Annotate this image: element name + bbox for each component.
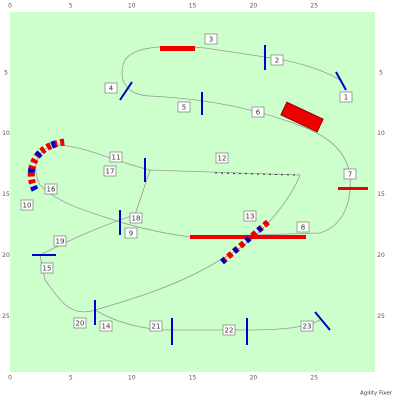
obstacle-label: 22 xyxy=(225,327,234,335)
footer: Agility Fixer xyxy=(360,391,393,397)
label-box xyxy=(53,235,67,247)
ruler-left-label: 15 xyxy=(2,191,10,198)
ruler-top-label: 15 xyxy=(189,3,197,10)
label-box xyxy=(339,91,353,103)
label-box xyxy=(215,152,229,164)
obstacle-label: 3 xyxy=(209,36,213,44)
label-box xyxy=(270,54,284,66)
ruler-bottom-label: 20 xyxy=(250,375,258,382)
ruler-top-label: 10 xyxy=(128,3,136,10)
jump xyxy=(335,71,347,91)
ruler-left-label: 5 xyxy=(4,69,8,76)
ruler-right-label: 15 xyxy=(377,191,385,198)
label-box xyxy=(251,106,265,118)
tunnel xyxy=(280,101,324,133)
obstacle-label: 20 xyxy=(76,320,85,328)
curved-tunnel xyxy=(27,138,66,192)
label-box xyxy=(149,320,163,332)
obstacle-label: 12 xyxy=(218,155,227,163)
label-box xyxy=(109,151,123,163)
obstacle-label: 17 xyxy=(106,168,115,176)
obstacle-label: 5 xyxy=(182,104,186,112)
label-box xyxy=(124,227,138,239)
label-box xyxy=(20,199,34,211)
label-box xyxy=(44,183,58,195)
obstacle-label: 23 xyxy=(303,323,312,331)
obstacle-label: 1 xyxy=(344,94,348,102)
obstacle-label: 8 xyxy=(301,224,305,232)
tire xyxy=(160,46,195,51)
obstacle-label: 9 xyxy=(129,230,133,238)
label-box xyxy=(99,320,113,332)
ruler-top-label: 5 xyxy=(69,3,73,10)
label-box xyxy=(296,221,310,233)
obstacle-label: 15 xyxy=(43,265,52,273)
ruler-top-label: 25 xyxy=(310,3,318,10)
obstacle-label: 19 xyxy=(56,238,65,246)
obstacle-label: 11 xyxy=(112,154,121,162)
ruler-top-label: 20 xyxy=(250,3,258,10)
label-box xyxy=(204,33,218,45)
obstacle-label: 7 xyxy=(348,171,352,179)
obstacle-label: 10 xyxy=(23,202,32,210)
obstacle-label: 16 xyxy=(47,186,56,194)
obstacle-label: 21 xyxy=(152,323,161,331)
ruler-left-label: 25 xyxy=(2,313,10,320)
ruler-right-label: 5 xyxy=(379,69,383,76)
obstacle-label: 13 xyxy=(246,213,255,221)
ruler-bottom-label: 0 xyxy=(8,375,12,382)
jumps xyxy=(32,45,347,345)
ruler-left-label: 20 xyxy=(2,252,10,259)
jump xyxy=(119,81,133,101)
obstacle-label: 6 xyxy=(256,109,261,117)
ruler-right-label: 10 xyxy=(377,130,385,137)
weave-poles xyxy=(214,172,296,176)
ruler-right-label: 20 xyxy=(377,252,385,259)
ruler-right-label: 25 xyxy=(377,313,385,320)
ruler-bottom-label: 10 xyxy=(128,375,136,382)
label-box xyxy=(177,101,191,113)
label-box xyxy=(343,168,357,180)
ruler-bottom-label: 15 xyxy=(189,375,197,382)
ruler-left-label: 10 xyxy=(2,130,10,137)
label-box xyxy=(300,320,314,332)
label-box xyxy=(104,82,118,94)
weave xyxy=(338,187,368,190)
obstacle-label: 2 xyxy=(275,57,279,65)
obstacle-label: 14 xyxy=(102,323,111,331)
label-box xyxy=(129,212,143,224)
ruler-top-label: 0 xyxy=(8,3,12,10)
field xyxy=(10,12,375,372)
ruler-bottom-label: 25 xyxy=(310,375,318,382)
obstacle-label: 18 xyxy=(132,215,141,223)
ruler-bottom-label: 5 xyxy=(69,375,73,382)
label-box xyxy=(73,317,87,329)
label-box xyxy=(243,210,257,222)
jump xyxy=(314,311,331,331)
obstacle-label: 4 xyxy=(109,85,114,93)
label-box xyxy=(103,165,117,177)
a-frame-zone xyxy=(220,219,270,265)
label-box xyxy=(222,324,236,336)
label-box xyxy=(40,262,54,274)
